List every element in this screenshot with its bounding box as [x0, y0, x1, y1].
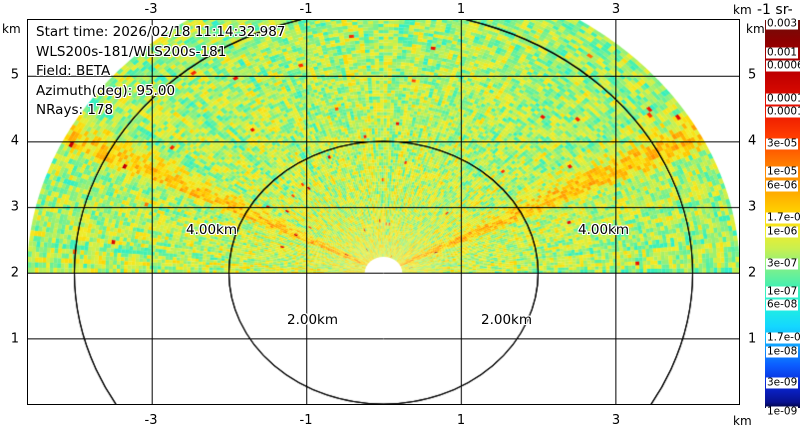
info-field: Field: BETA — [36, 63, 111, 79]
scan-info-overlay: Start time: 2026/02/18 11:14:32.987 WLS2… — [36, 23, 285, 121]
colorbar-units-label: -1 sr- — [757, 2, 793, 18]
rhi-data-canvas[interactable] — [28, 20, 739, 404]
y-tick-right-2: 3 — [748, 199, 757, 215]
colorbar-tick-13: 1.7e-08 — [766, 332, 800, 344]
colorbar-tick-8: 1.7e-06 — [766, 212, 800, 224]
colorbar-tick-15: 3e-09 — [766, 376, 799, 389]
x-tick-top-1: -1 — [299, 2, 313, 17]
colorbar-tick-4: 0.0001 — [766, 106, 800, 118]
range-ring-label-4km: 4.00km — [578, 222, 630, 238]
x-tick-bottom-0: -3 — [144, 413, 158, 428]
colorbar-tick-6: 1e-05 — [766, 165, 799, 178]
y-tick-left-0: 1 — [10, 331, 19, 347]
range-ring-label-2km: 2.00km — [287, 312, 339, 328]
colorbar-tick-2: 0.0006 — [766, 60, 800, 72]
y-axis-unit-right: km — [746, 22, 765, 36]
x-axis-unit-bottom: km — [733, 414, 752, 428]
x-tick-bottom-1: -1 — [299, 413, 313, 428]
y-tick-right-4: 5 — [748, 67, 757, 83]
colorbar-tick-14: 1e-08 — [766, 345, 799, 358]
x-tick-bottom-3: 3 — [611, 413, 621, 428]
range-ring-label-2km: 2.00km — [481, 312, 533, 328]
range-ring-label-4km: 4.00km — [186, 222, 238, 238]
y-axis-unit-left: km — [2, 22, 21, 36]
info-instrument: WLS200s-181/WLS200s-181 — [36, 43, 227, 60]
x-tick-bottom-2: 1 — [456, 413, 466, 428]
x-tick-top-3: 3 — [611, 2, 621, 17]
rhi-plot-area[interactable] — [27, 19, 740, 405]
y-tick-left-4: 5 — [10, 67, 19, 83]
colorbar[interactable]: 0.0030.0010.00060.000170.00013e-051e-056… — [765, 17, 800, 418]
colorbar-tick-9: 1e-06 — [766, 225, 799, 238]
colorbar-tick-7: 6e-06 — [766, 179, 799, 192]
x-axis-unit-top: km — [733, 3, 752, 17]
colorbar-tick-11: 1e-07 — [766, 285, 799, 298]
colorbar-tick-0: 0.003 — [766, 17, 799, 30]
info-azimuth: Azimuth(deg): 95.00 — [36, 82, 176, 99]
y-tick-left-3: 4 — [10, 133, 19, 149]
y-tick-right-0: 1 — [748, 331, 757, 347]
x-tick-top-0: -3 — [144, 2, 158, 17]
colorbar-tick-16: 1e-09 — [766, 405, 799, 418]
colorbar-tick-1: 0.001 — [766, 46, 799, 59]
y-tick-right-1: 2 — [748, 265, 757, 281]
colorbar-tick-12: 6e-08 — [766, 298, 799, 311]
y-tick-right-3: 4 — [748, 133, 757, 149]
y-tick-left-1: 2 — [10, 265, 19, 281]
info-start-time: Start time: 2026/02/18 11:14:32.987 — [36, 24, 286, 40]
info-nrays: NRays: 178 — [36, 102, 114, 118]
colorbar-tick-3: 0.00017 — [766, 93, 800, 105]
y-tick-left-2: 3 — [10, 199, 19, 215]
colorbar-tick-5: 3e-05 — [766, 137, 799, 150]
colorbar-tick-10: 3e-07 — [766, 257, 799, 270]
x-tick-top-2: 1 — [456, 2, 466, 17]
